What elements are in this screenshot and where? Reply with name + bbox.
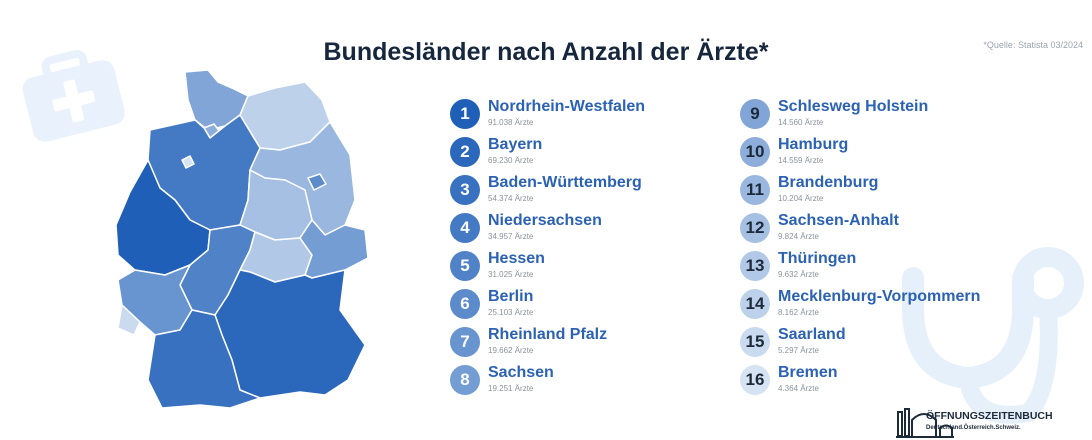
rank-badge: 12	[740, 213, 770, 243]
state-name: Hessen	[488, 250, 545, 267]
doctor-count: 31.025 Ärzte	[488, 270, 534, 279]
chart-title: Bundesländer nach Anzahl der Ärzte*	[323, 38, 769, 66]
map-state-berlin	[307, 173, 327, 191]
state-name: Schlesweg Holstein	[778, 98, 929, 115]
rank-badge: 3	[450, 175, 480, 205]
doctor-count: 19.251 Ärzte	[488, 384, 534, 393]
logo-tagline: Deutschland.Österreich.Schweiz.	[926, 424, 1021, 431]
doctor-count: 14.560 Ärzte	[778, 118, 824, 127]
rank-badge: 7	[450, 327, 480, 357]
doctor-count: 14.559 Ärzte	[778, 156, 824, 165]
source-note: *Quelle: Statista 03/2024	[983, 40, 1083, 50]
state-name: Niedersachsen	[488, 212, 602, 229]
doctor-count: 19.662 Ärzte	[488, 346, 534, 355]
doctor-count: 54.374 Ärzte	[488, 194, 534, 203]
state-name: Bremen	[778, 364, 838, 381]
state-name: Mecklenburg-Vorpommern	[778, 288, 981, 305]
state-name: Brandenburg	[778, 174, 879, 191]
state-name: Sachsen-Anhalt	[778, 212, 899, 229]
rank-badge: 4	[450, 213, 480, 243]
rank-badge: 6	[450, 289, 480, 319]
logo-name: ÖFFNUNGSZEITENBUCH	[926, 409, 1053, 422]
doctor-count: 9.824 Ärzte	[778, 232, 819, 241]
doctor-count: 34.957 Ärzte	[488, 232, 534, 241]
state-name: Baden-Württemberg	[488, 174, 642, 191]
germany-map	[115, 69, 369, 409]
doctor-count: 8.162 Ärzte	[778, 308, 819, 317]
rank-badge: 13	[740, 251, 770, 281]
rank-badge: 8	[450, 365, 480, 395]
rank-badge: 11	[740, 175, 770, 205]
state-name: Saarland	[778, 326, 846, 343]
doctor-count: 69.230 Ärzte	[488, 156, 534, 165]
doctor-count: 5.297 Ärzte	[778, 346, 819, 355]
rank-badge: 16	[740, 365, 770, 395]
state-name: Berlin	[488, 288, 534, 305]
map-state-sachsen	[299, 219, 369, 279]
medical-kit-icon	[22, 49, 125, 142]
rank-badge: 9	[740, 99, 770, 129]
rank-badge: 10	[740, 137, 770, 167]
state-name: Nordrhein-Westfalen	[488, 98, 646, 115]
oeffnungszeitenbuch-logo: ÖFFNUNGSZEITENBUCH Deutschland.Österreic…	[896, 408, 1053, 438]
stethoscope-icon	[902, 247, 1084, 424]
map-state-saarland	[117, 304, 141, 336]
state-name: Thüringen	[778, 250, 857, 267]
map-state-baden-wuerttemberg	[147, 309, 261, 409]
state-name: Bayern	[488, 136, 543, 153]
rank-badge: 2	[450, 137, 480, 167]
map-state-bremen	[181, 155, 195, 169]
state-name: Sachsen	[488, 364, 554, 381]
doctor-count: 9.632 Ärzte	[778, 270, 819, 279]
state-name: Hamburg	[778, 136, 849, 153]
state-name: Rheinland Pfalz	[488, 326, 608, 343]
rank-badge: 5	[450, 251, 480, 281]
doctor-count: 25.103 Ärzte	[488, 308, 534, 317]
rank-badge: 1	[450, 99, 480, 129]
doctor-count: 4.364 Ärzte	[778, 384, 819, 393]
rank-badge: 14	[740, 289, 770, 319]
rank-badge: 15	[740, 327, 770, 357]
doctor-count: 10.204 Ärzte	[778, 194, 824, 203]
doctor-count: 91.038 Ärzte	[488, 118, 534, 127]
